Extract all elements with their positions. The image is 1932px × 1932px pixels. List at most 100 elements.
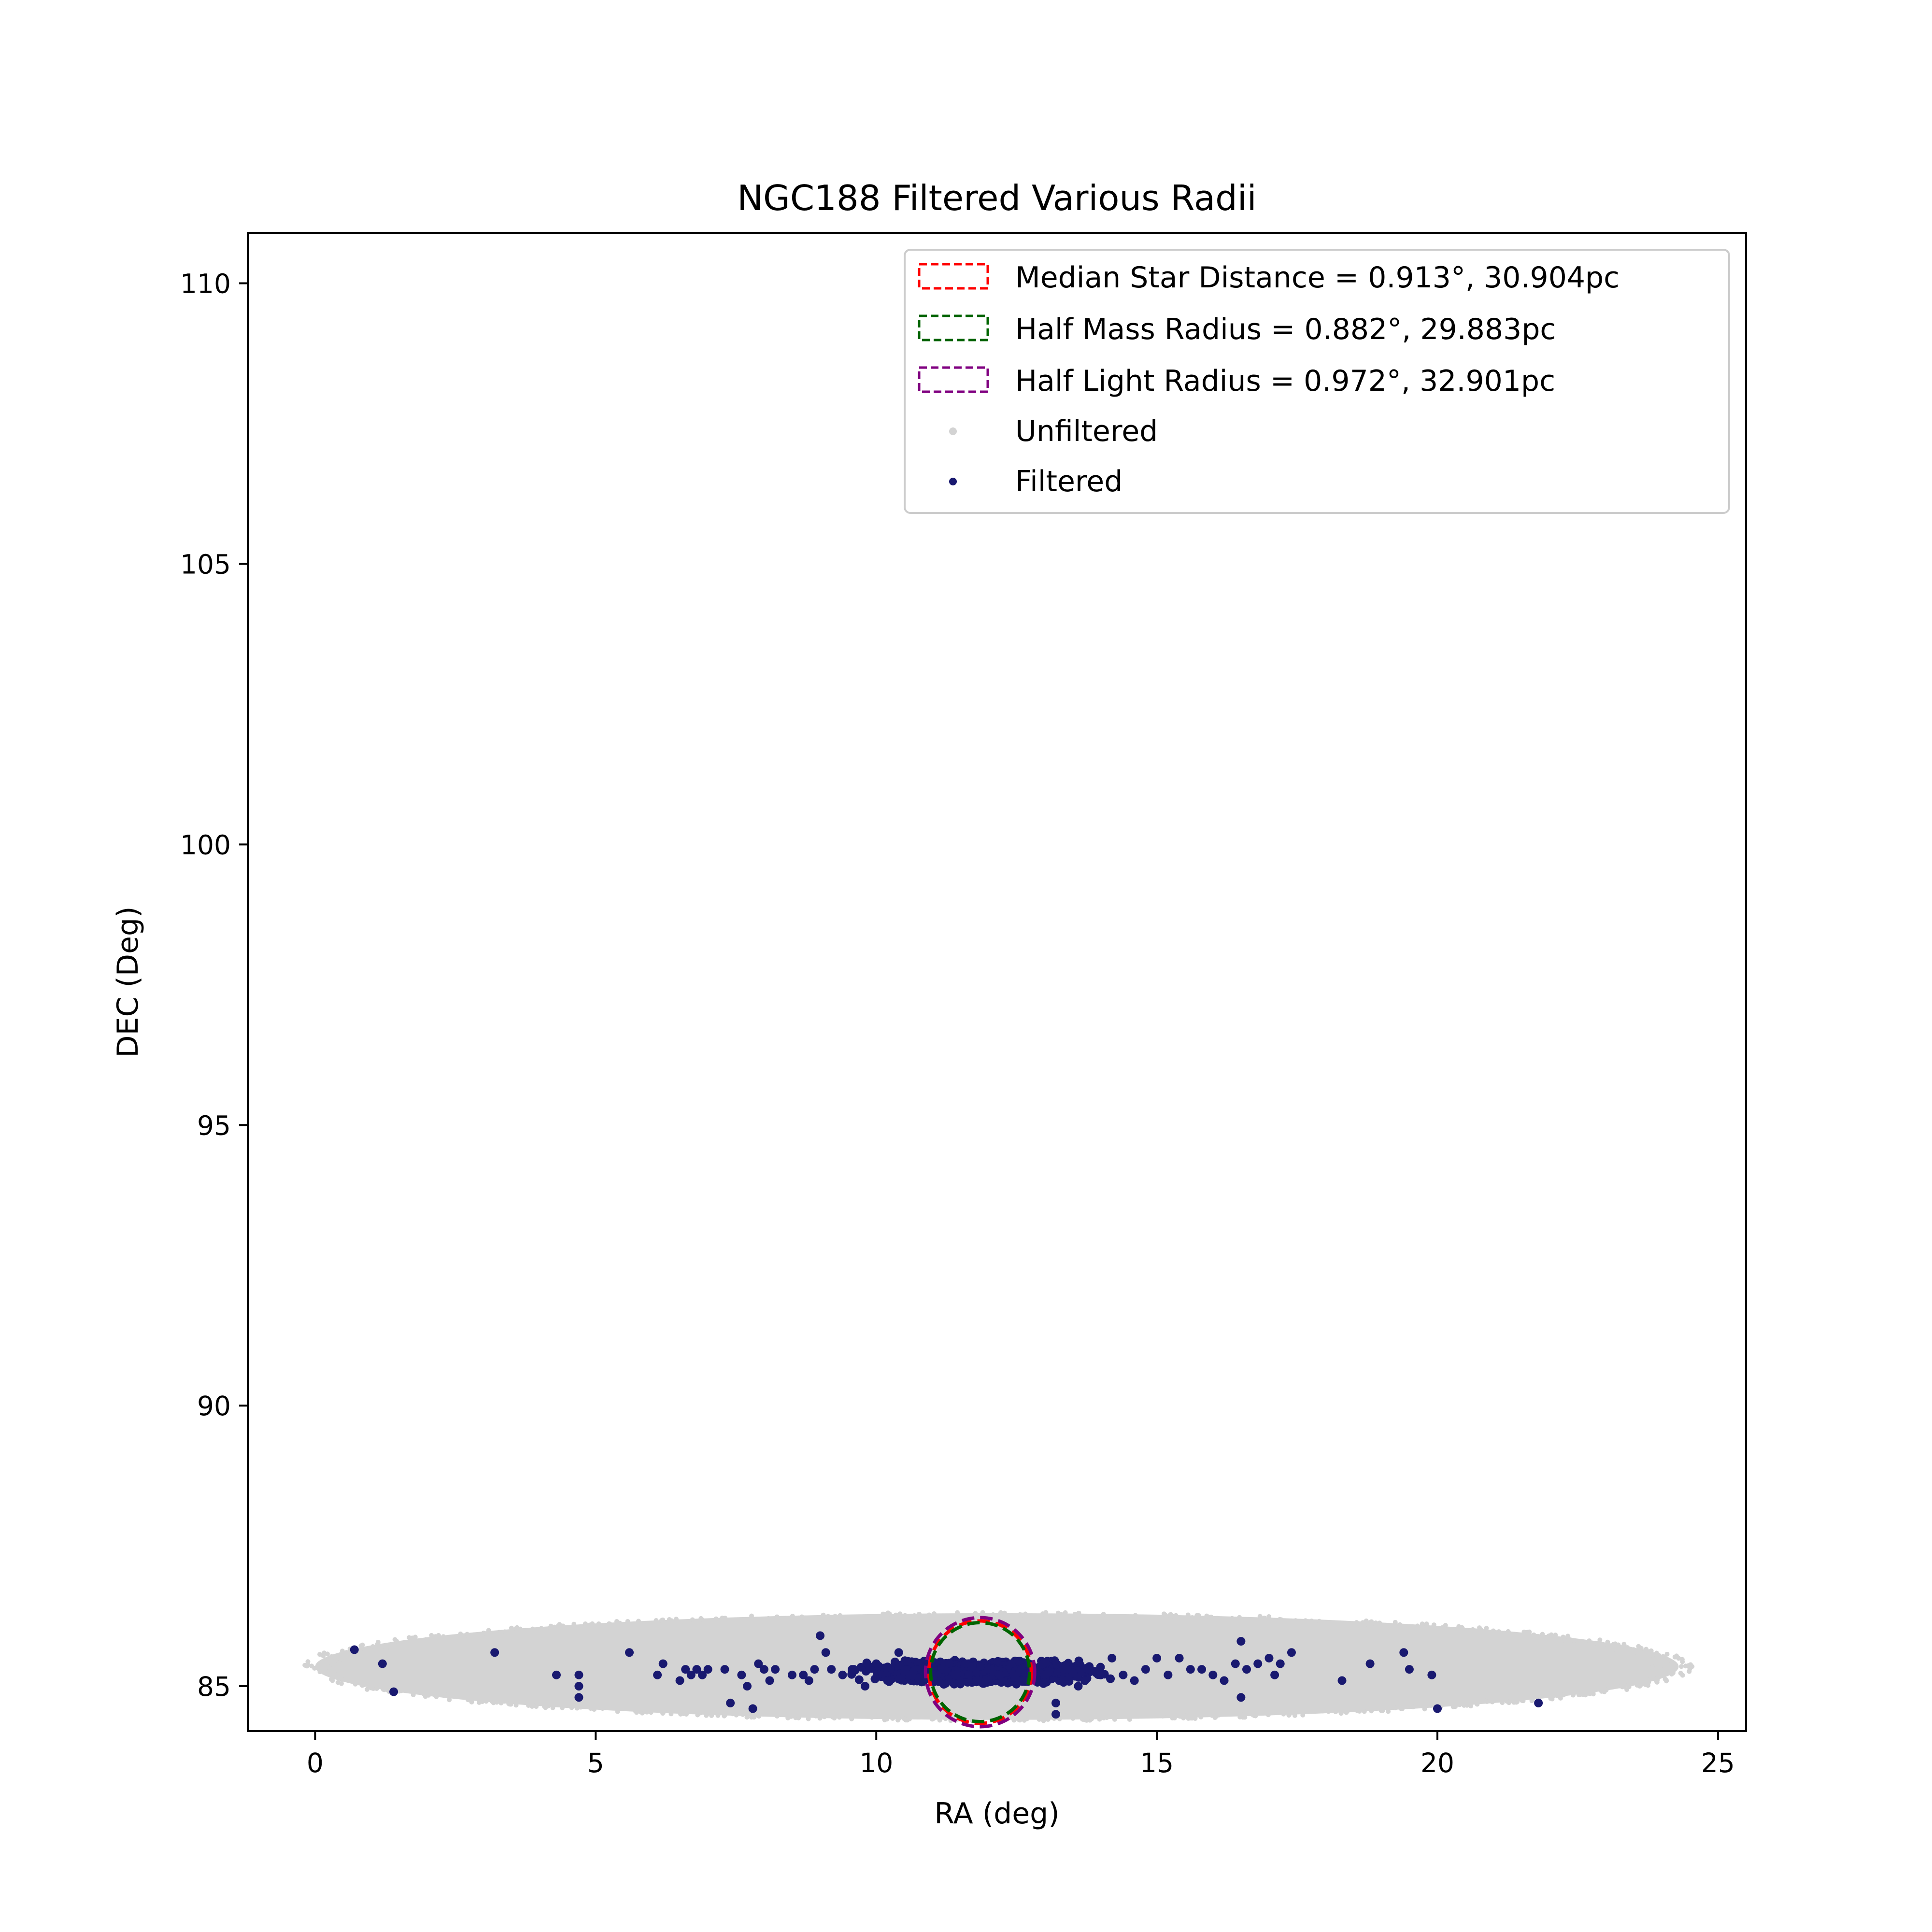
filtered-point bbox=[894, 1648, 903, 1657]
filtered-point bbox=[703, 1665, 712, 1674]
unfiltered-point bbox=[749, 1715, 754, 1720]
unfiltered-point bbox=[668, 1711, 674, 1717]
unfiltered-point bbox=[1392, 1621, 1398, 1627]
unfiltered-point bbox=[1368, 1619, 1373, 1625]
unfiltered-point bbox=[600, 1706, 605, 1711]
filtered-point bbox=[799, 1670, 808, 1679]
unfiltered-point bbox=[1634, 1683, 1640, 1688]
unfiltered-point bbox=[653, 1618, 659, 1623]
unfiltered-point bbox=[1161, 1611, 1166, 1617]
unfiltered-point bbox=[465, 1632, 470, 1637]
filtered-point bbox=[804, 1676, 813, 1685]
filtered-point bbox=[964, 1670, 973, 1679]
unfiltered-point bbox=[1581, 1692, 1587, 1697]
unfiltered-point bbox=[1011, 1718, 1017, 1723]
unfiltered-point bbox=[331, 1669, 337, 1674]
unfiltered-point bbox=[412, 1634, 418, 1640]
unfiltered-point bbox=[1281, 1711, 1286, 1717]
unfiltered-point bbox=[1442, 1702, 1447, 1707]
filtered-point bbox=[720, 1665, 729, 1674]
y-tick-label: 90 bbox=[197, 1391, 231, 1421]
unfiltered-point bbox=[897, 1611, 903, 1617]
unfiltered-point bbox=[1300, 1712, 1306, 1718]
filtered-point bbox=[810, 1665, 819, 1674]
legend-label: Median Star Distance = 0.913°, 30.904pc bbox=[1015, 261, 1619, 295]
unfiltered-point bbox=[902, 1613, 908, 1618]
filtered-point bbox=[1010, 1673, 1020, 1682]
unfiltered-point bbox=[1605, 1642, 1610, 1648]
unfiltered-point bbox=[1237, 1615, 1242, 1620]
unfiltered-point bbox=[813, 1713, 819, 1719]
filtered-point bbox=[1208, 1670, 1218, 1679]
filtered-point bbox=[1040, 1670, 1049, 1679]
unfiltered-point bbox=[1525, 1630, 1530, 1635]
filtered-point bbox=[1096, 1662, 1105, 1672]
filtered-point bbox=[962, 1659, 971, 1668]
unfiltered-point bbox=[648, 1710, 653, 1715]
filtered-point bbox=[1175, 1653, 1184, 1662]
unfiltered-point bbox=[1657, 1661, 1662, 1666]
unfiltered-point bbox=[1303, 1618, 1308, 1623]
unfiltered-point bbox=[1460, 1626, 1465, 1632]
filtered-point bbox=[1051, 1698, 1060, 1707]
unfiltered-point bbox=[1287, 1711, 1293, 1717]
filtered-point bbox=[995, 1670, 1004, 1679]
unfiltered-point bbox=[617, 1620, 623, 1626]
filtered-point bbox=[574, 1682, 583, 1691]
unfiltered-point bbox=[1076, 1610, 1081, 1616]
filtered-point bbox=[1074, 1682, 1083, 1691]
radius-circles bbox=[923, 1616, 1037, 1729]
legend-label: Half Mass Radius = 0.882°, 29.883pc bbox=[1015, 313, 1556, 346]
unfiltered-point bbox=[497, 1630, 502, 1635]
legend-label: Unfiltered bbox=[1015, 414, 1158, 448]
filtered-point bbox=[976, 1662, 985, 1671]
unfiltered-point bbox=[644, 1709, 650, 1715]
unfiltered-point bbox=[1017, 1718, 1023, 1723]
unfiltered-point bbox=[1333, 1709, 1338, 1715]
filtered-point bbox=[870, 1675, 880, 1684]
unfiltered-point bbox=[331, 1663, 337, 1668]
unfiltered-point bbox=[690, 1617, 695, 1622]
filtered-point bbox=[1007, 1659, 1016, 1668]
unfiltered-point bbox=[358, 1650, 364, 1656]
filtered-point bbox=[950, 1670, 959, 1679]
unfiltered-point bbox=[1605, 1683, 1611, 1688]
unfiltered-point bbox=[722, 1713, 727, 1719]
unfiltered-point bbox=[466, 1697, 471, 1703]
unfiltered-point bbox=[1496, 1629, 1502, 1634]
unfiltered-point bbox=[1531, 1632, 1536, 1637]
unfiltered-point bbox=[1508, 1698, 1513, 1704]
x-axis: 0 5 10 15 20 25 bbox=[307, 1731, 1735, 1778]
unfiltered-point bbox=[1505, 1699, 1510, 1704]
unfiltered-point bbox=[1345, 1708, 1350, 1714]
filtered-point bbox=[854, 1675, 864, 1684]
unfiltered-point bbox=[756, 1714, 762, 1719]
unfiltered-point bbox=[1656, 1654, 1662, 1659]
unfiltered-point bbox=[937, 1718, 942, 1723]
unfiltered-point bbox=[1428, 1703, 1434, 1708]
unfiltered-point bbox=[749, 1613, 754, 1619]
filtered-point bbox=[827, 1665, 836, 1674]
unfiltered-point bbox=[659, 1618, 665, 1623]
filtered-point bbox=[1253, 1659, 1263, 1668]
unfiltered-point bbox=[1658, 1667, 1663, 1672]
unfiltered-point bbox=[1354, 1620, 1359, 1625]
unfiltered-point bbox=[1253, 1712, 1258, 1717]
unfiltered-point bbox=[1173, 1613, 1178, 1619]
legend-box bbox=[904, 249, 1730, 514]
filtered-point bbox=[1130, 1676, 1139, 1685]
unfiltered-point bbox=[1540, 1632, 1545, 1637]
unfiltered-point bbox=[1575, 1640, 1580, 1646]
unfiltered-point bbox=[1292, 1713, 1297, 1718]
unfiltered-point bbox=[318, 1669, 324, 1674]
unfiltered-point bbox=[370, 1644, 376, 1649]
unfiltered-point bbox=[991, 1612, 996, 1617]
filtered-point bbox=[1270, 1670, 1279, 1679]
unfiltered-point bbox=[360, 1683, 365, 1688]
unfiltered-point bbox=[340, 1648, 345, 1654]
filtered-point bbox=[895, 1661, 904, 1670]
unfiltered-point bbox=[1170, 1715, 1175, 1720]
legend-label: Filtered bbox=[1015, 465, 1122, 498]
unfiltered-point bbox=[327, 1655, 333, 1661]
y-tick-label: 110 bbox=[180, 269, 231, 299]
